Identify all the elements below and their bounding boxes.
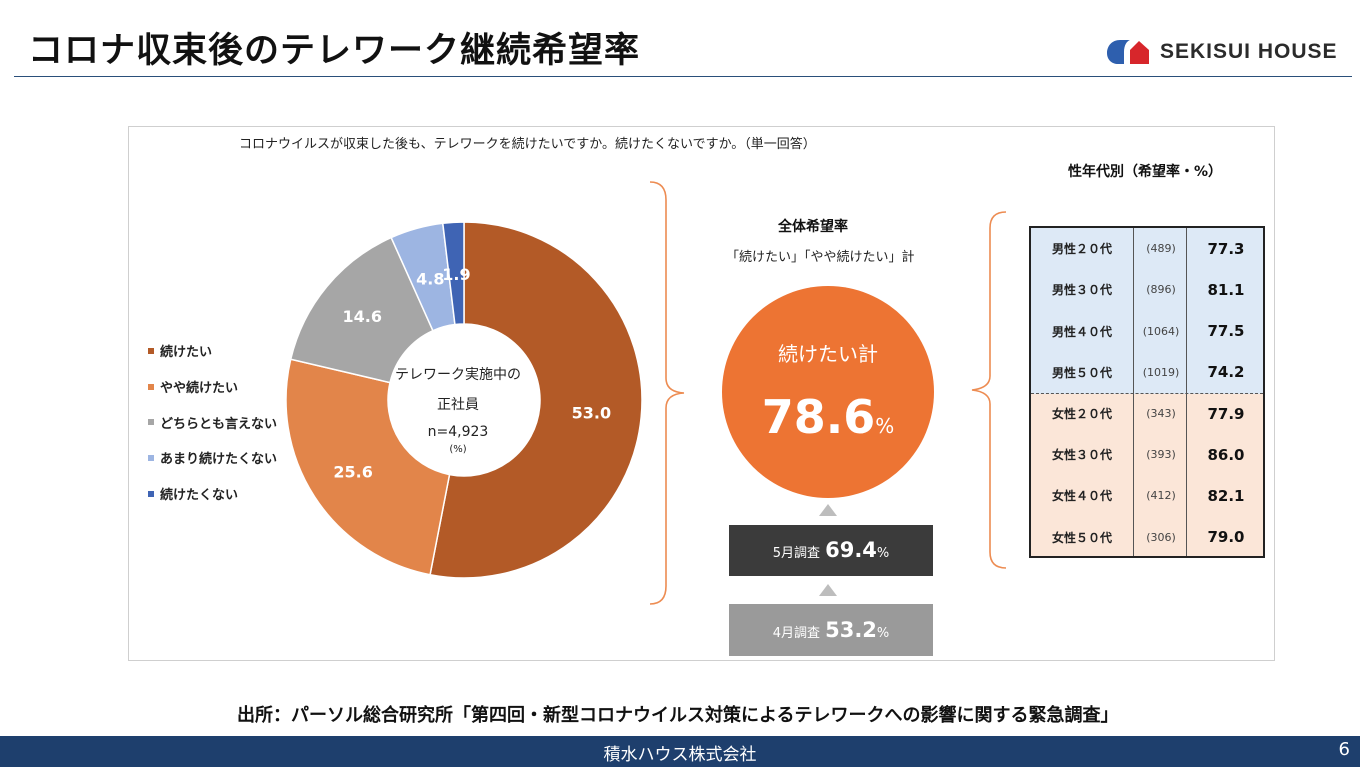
column-divider xyxy=(1186,228,1187,556)
circle-value: 78.6% xyxy=(722,390,934,444)
right-bracket xyxy=(971,211,1007,569)
legend-swatch xyxy=(148,383,154,390)
donut-slice xyxy=(286,358,451,576)
legend-item: 続けたくない xyxy=(148,476,277,512)
age-gender-table: 男性２０代 (489) 77.3 男性３０代 (896) 81.1 男性４０代 (1064) 7… xyxy=(1029,226,1265,558)
group-cell: 男性２０代 xyxy=(1051,242,1112,257)
table-row: 女性４０代 (412) 82.1 xyxy=(1031,475,1263,517)
legend-item: 続けたい xyxy=(148,333,277,369)
sample-size-cell: (393) xyxy=(1146,448,1176,462)
age-table-title: 性年代別（希望率・%） xyxy=(1068,164,1223,180)
may-value: 69.4 xyxy=(825,538,877,562)
rate-cell: 82.1 xyxy=(1207,486,1245,505)
legend-label: やや続けたい xyxy=(160,381,239,397)
may-label: 5月調査 xyxy=(772,546,820,561)
legend-item: どちらとも言えない xyxy=(148,404,277,440)
april-label: 4月調査 xyxy=(772,626,820,641)
april-survey-box: 4月調査 53.2% xyxy=(729,604,933,656)
table-row: 男性４０代 (1064) 77.5 xyxy=(1031,310,1263,352)
rate-cell: 77.9 xyxy=(1207,404,1245,423)
may-survey-box: 5月調査 69.4% xyxy=(729,525,933,576)
group-cell: 男性３０代 xyxy=(1051,283,1112,298)
chart-legend: 続けたい やや続けたい どちらとも言えない あまり続けたくない 続けたくない xyxy=(148,333,277,511)
sample-size-cell: (306) xyxy=(1146,530,1176,544)
overall-rate-circle: 続けたい計 78.6% xyxy=(722,286,934,498)
table-row: 女性２０代 (343) 77.9 xyxy=(1031,393,1263,435)
up-arrow-icon xyxy=(819,504,837,516)
legend-swatch xyxy=(148,347,154,354)
center-line1: テレワーク実施中の xyxy=(395,367,521,383)
rate-cell: 77.5 xyxy=(1207,322,1245,341)
gender-divider xyxy=(1031,393,1263,394)
sample-size-cell: (412) xyxy=(1146,489,1176,503)
legend-label: どちらとも言えない xyxy=(160,416,278,432)
rate-cell: 77.3 xyxy=(1207,239,1245,258)
source-citation: 出所：パーソル総合研究所「第四回・新型コロナウイルス対策によるテレワークへの影響… xyxy=(237,705,1119,726)
sekisui-house-logo-icon xyxy=(1107,40,1149,64)
donut-chart: 53.0 25.6 14.6 4.81.9 xyxy=(286,221,642,579)
legend-label: 続けたくない xyxy=(160,488,239,504)
percent-sign: % xyxy=(876,546,890,561)
table-row: 男性５０代 (1019) 74.2 xyxy=(1031,352,1263,394)
group-cell: 男性４０代 xyxy=(1051,324,1112,339)
slide-title: コロナ収束後のテレワーク継続希望率 xyxy=(28,31,641,71)
center-line2: 正社員 xyxy=(437,397,479,413)
percent-sign: % xyxy=(875,414,895,438)
page-number: 6 xyxy=(1338,739,1350,760)
rate-cell: 74.2 xyxy=(1207,363,1245,382)
group-cell: 女性２０代 xyxy=(1051,407,1112,422)
donut-slice xyxy=(441,221,465,326)
donut-slice xyxy=(429,221,642,579)
donut-slice xyxy=(289,236,434,384)
legend-item: あまり続けたくない xyxy=(148,440,277,476)
group-cell: 女性４０代 xyxy=(1051,489,1112,504)
rate-cell: 86.0 xyxy=(1207,445,1245,464)
legend-swatch xyxy=(148,454,154,461)
column-divider xyxy=(1133,228,1134,556)
legend-label: あまり続けたくない xyxy=(160,452,278,468)
table-row: 女性５０代 (306) 79.0 xyxy=(1031,516,1263,558)
slice-data-label: 14.6 xyxy=(342,307,381,326)
overall-subheading: 「続けたい」「やや続けたい」計 xyxy=(726,250,915,265)
table-row: 男性２０代 (489) 77.3 xyxy=(1031,228,1263,270)
group-cell: 男性５０代 xyxy=(1051,365,1112,380)
up-arrow-icon xyxy=(819,584,837,596)
percent-sign: % xyxy=(876,626,890,641)
company-logo: SEKISUI HOUSE xyxy=(1106,36,1338,68)
sample-size-cell: (489) xyxy=(1146,242,1176,256)
female-section-bg xyxy=(1031,394,1263,556)
slice-data-label: 53.0 xyxy=(572,403,611,422)
sample-size-cell: (343) xyxy=(1146,407,1176,421)
table-row: 男性３０代 (896) 81.1 xyxy=(1031,269,1263,311)
footer-company: 積水ハウス株式会社 xyxy=(603,745,757,765)
footer-bar: 積水ハウス株式会社 6 xyxy=(0,736,1360,767)
group-cell: 女性３０代 xyxy=(1051,448,1112,463)
sample-size-cell: (1064) xyxy=(1142,324,1180,338)
title-divider xyxy=(14,76,1352,77)
male-section-bg xyxy=(1031,228,1263,394)
center-unit: (%) xyxy=(449,444,467,455)
legend-swatch xyxy=(148,419,154,426)
donut-center-label: テレワーク実施中の 正社員 n=4,923 (%) xyxy=(386,364,530,455)
april-value: 53.2 xyxy=(825,618,877,642)
sample-size-cell: (896) xyxy=(1146,283,1176,297)
rate-cell: 81.1 xyxy=(1207,280,1245,299)
logo-text: SEKISUI HOUSE xyxy=(1160,40,1338,63)
group-cell: 女性５０代 xyxy=(1051,530,1112,545)
legend-swatch xyxy=(148,490,154,497)
center-sample-size: n=4,923 xyxy=(427,424,489,440)
overall-heading: 全体希望率 xyxy=(778,219,848,235)
left-bracket xyxy=(649,181,685,605)
slice-data-label: 4.8 xyxy=(416,270,444,289)
slice-data-label: 1.9 xyxy=(442,265,470,284)
table-row: 女性３０代 (393) 86.0 xyxy=(1031,434,1263,476)
rate-cell: 79.0 xyxy=(1207,528,1245,547)
legend-item: やや続けたい xyxy=(148,369,277,405)
legend-label: 続けたい xyxy=(160,345,213,361)
slice-data-label: 25.6 xyxy=(333,463,372,482)
overall-rate-value: 78.6 xyxy=(761,390,876,444)
survey-question: コロナウイルスが収束した後も、テレワークを続けたいですか。続けたくないですか。（… xyxy=(239,137,816,152)
circle-label: 続けたい計 xyxy=(778,342,878,366)
sample-size-cell: (1019) xyxy=(1142,365,1180,379)
